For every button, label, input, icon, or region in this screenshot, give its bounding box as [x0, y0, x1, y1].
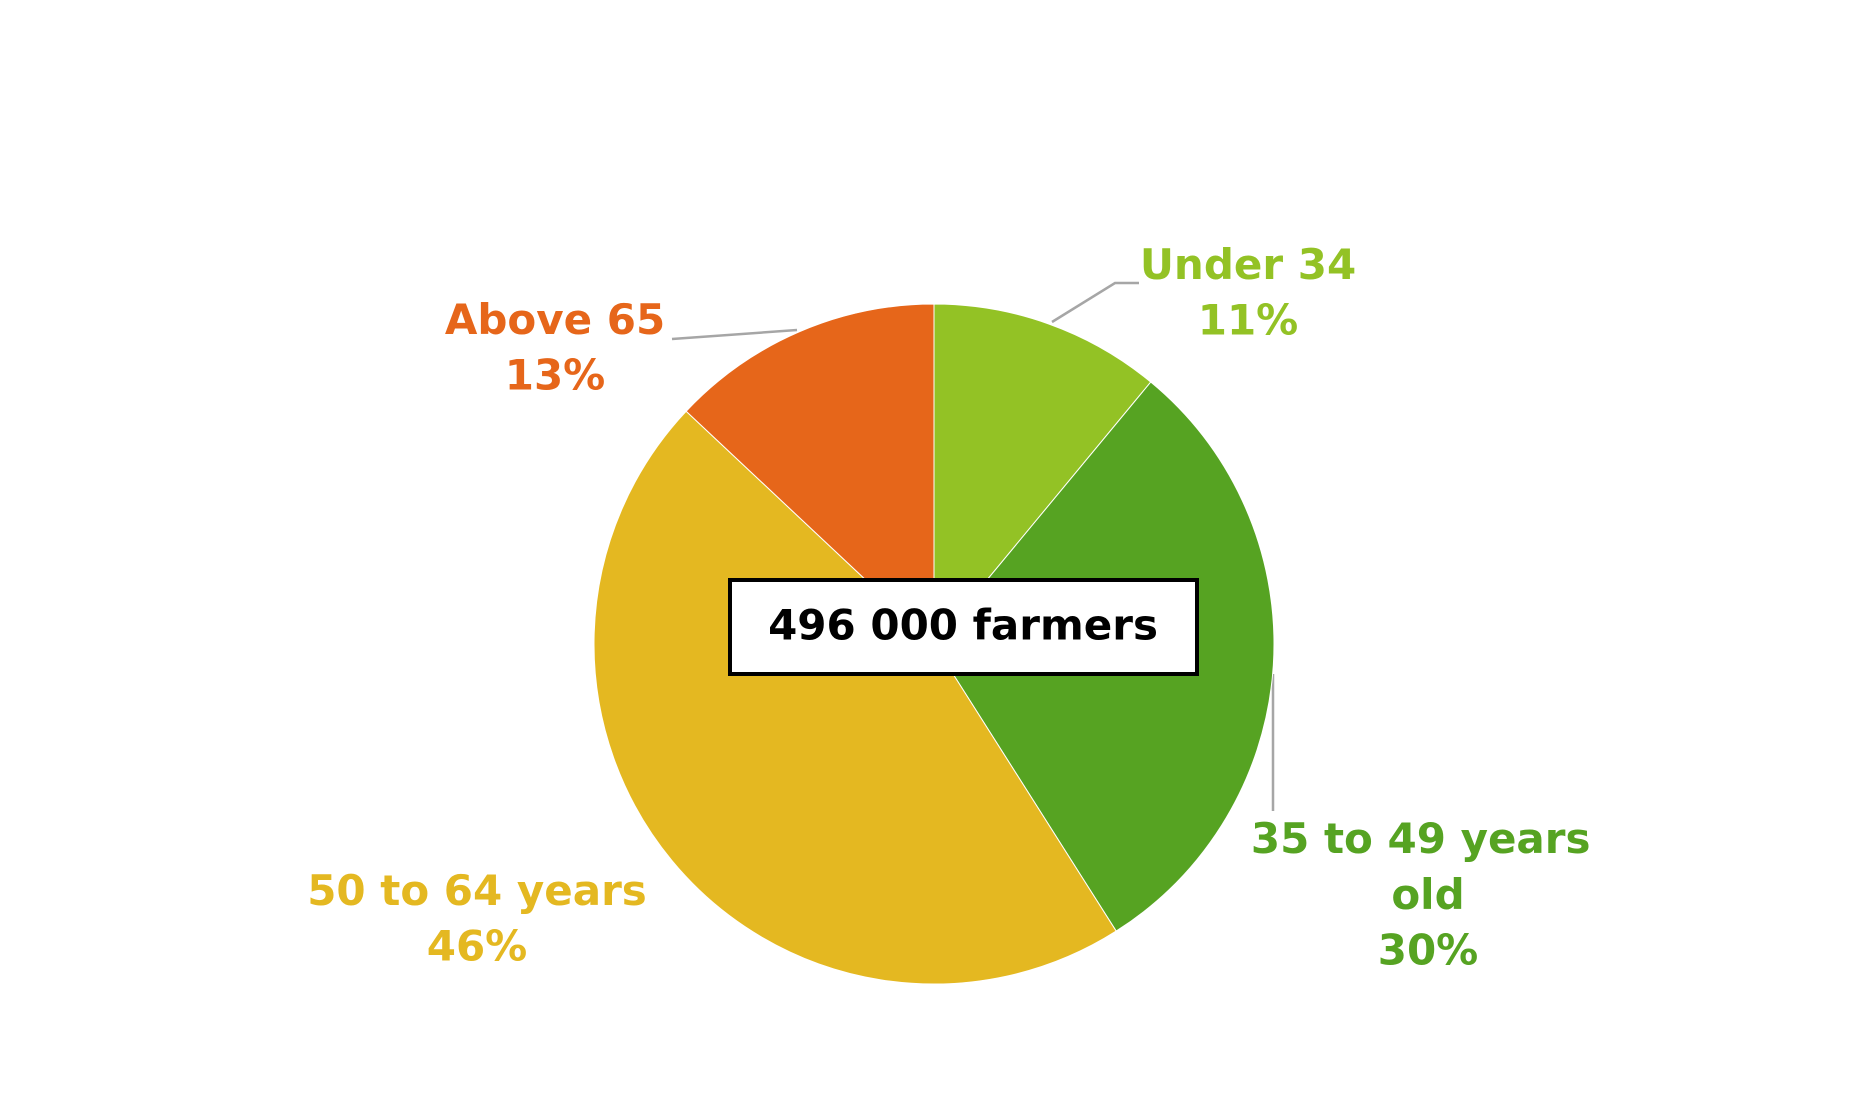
- value-label: 11%: [1198, 296, 1299, 345]
- leader-line: [1051, 281, 1139, 324]
- value-label: 46%: [427, 922, 528, 971]
- slice-label: Under 34: [1140, 240, 1356, 289]
- slice-label: 35 to 49 years old: [1251, 814, 1605, 919]
- leader-line: [671, 328, 798, 341]
- pie: [593, 303, 1275, 985]
- slice-label: Above 65: [445, 295, 665, 344]
- pie-slice: [933, 303, 1152, 646]
- value-label: 30%: [1378, 926, 1479, 975]
- value-label: 13%: [505, 351, 606, 400]
- annotation: 496 000 farmers: [768, 601, 1158, 650]
- pie-slice: [593, 410, 1117, 985]
- annotation-box: [728, 578, 1199, 676]
- pie-slice: [685, 303, 935, 646]
- slice-label: 50 to 64 years: [307, 866, 647, 915]
